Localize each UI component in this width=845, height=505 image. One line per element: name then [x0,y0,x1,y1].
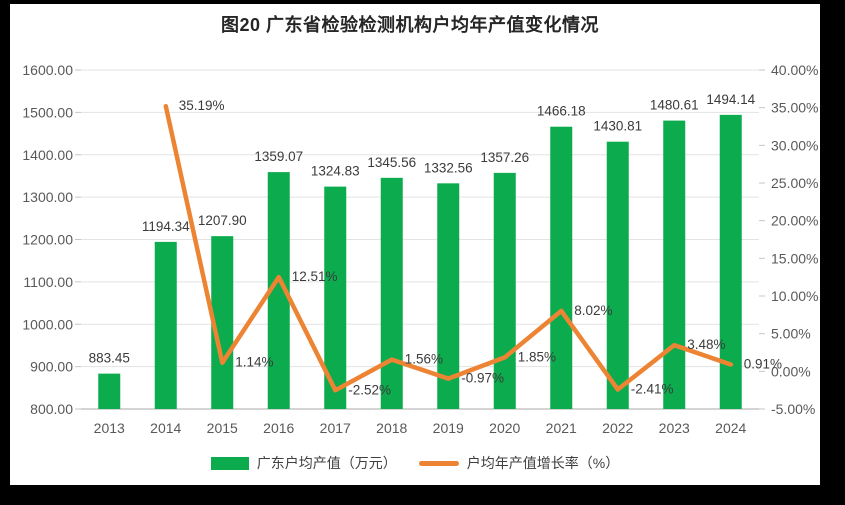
bar-2019 [437,183,460,409]
left-axis-tick-label: 1600.00 [22,62,73,78]
bar-value-label: 1332.56 [424,160,473,175]
right-axis-tick-label: 20.00% [771,213,818,229]
x-axis-tick-label: 2019 [433,420,464,436]
line-value-label: 1.14% [235,355,273,370]
x-axis-tick-label: 2013 [94,420,125,436]
right-axis-tick-label: 40.00% [771,62,818,78]
line-value-label: -2.41% [631,381,674,396]
line-swatch-icon [418,460,459,466]
bar-value-label: 1324.83 [311,164,360,179]
bar-2014 [154,241,177,409]
x-axis-tick-label: 2018 [376,420,407,436]
bar-2024 [719,114,742,409]
line-value-label: 3.48% [687,337,725,352]
line-value-label: 35.19% [179,98,225,113]
x-axis-tick-label: 2017 [320,420,351,436]
x-axis-tick-label: 2016 [263,420,294,436]
bar-value-label: 1194.34 [142,219,190,234]
bar-value-label: 1494.14 [706,92,755,107]
bar-2018 [380,177,403,409]
bar-2022 [606,141,629,409]
bar-2017 [324,186,347,409]
bar-2023 [663,120,686,409]
line-value-label: 0.91% [744,356,782,371]
line-value-label: 12.51% [292,269,338,284]
right-axis-tick-label: 0.00% [771,363,811,379]
x-axis-tick-label: 2022 [602,420,633,436]
right-axis-tick-label: -5.00% [771,401,815,417]
bar-value-label: 1207.90 [198,213,247,228]
left-axis-tick-label: 1400.00 [22,147,73,163]
right-axis-tick-label: 30.00% [771,137,818,153]
left-axis-tick-label: 1500.00 [22,104,73,120]
x-axis-tick-label: 2024 [715,420,746,436]
bar-2015 [211,236,234,409]
chart-title: 图20 广东省检验检测机构户均年产值变化情况 [220,15,600,35]
bar-value-label: 883.45 [89,351,130,366]
line-value-label: 1.56% [405,352,443,367]
bar-value-label: 1480.61 [650,98,699,113]
left-axis-tick-label: 800.00 [30,401,73,417]
left-axis-tick-label: 1100.00 [23,274,73,290]
bar-2021 [550,126,573,409]
x-axis-tick-label: 2014 [150,420,181,436]
left-axis-tick-label: 1000.00 [22,316,73,332]
bar-2020 [493,172,516,409]
left-axis-tick-label: 900.00 [30,359,73,375]
chart-panel: 图20 广东省检验检测机构户均年产值变化情况 800.00 900.00 1000.… [10,4,820,485]
line-value-label: 8.02% [574,303,612,318]
left-axis-tick-label: 1300.00 [22,189,73,205]
growth-line [163,103,734,393]
bar-value-label: 1430.81 [593,119,642,134]
bar-value-label: 1466.18 [537,104,586,119]
left-axis-tick-label: 1200.00 [22,232,73,248]
legend-line-label: 户均年产值增长率（%） [466,455,620,471]
bar-2016 [267,172,290,409]
x-axis-tick-label: 2015 [207,420,238,436]
right-axis-tick-label: 15.00% [771,250,818,266]
line-value-label: 1.85% [518,349,556,364]
right-axis-tick-label: 10.00% [771,288,818,304]
line-value-label: -2.52% [348,382,391,397]
x-axis-tick-label: 2021 [546,420,577,436]
right-axis-tick-label: 5.00% [771,326,811,342]
bar-swatch-icon [210,456,249,470]
bar-2013 [98,373,121,409]
bar-value-label: 1357.26 [480,150,529,165]
legend: 广东户均产值（万元） 户均年产值增长率（%） [10,453,820,473]
line-value-label: -0.97% [461,371,504,386]
x-axis-tick-label: 2023 [659,420,690,436]
bar-value-label: 1345.56 [367,155,416,170]
right-axis-tick-label: 25.00% [771,175,818,191]
chart-plot-area: 800.00 900.00 1000.00 1100.00 1200.00 1300.00… [22,62,818,436]
bar-value-label: 1359.07 [254,149,303,164]
legend-item-line-series: 户均年产值增长率（%） [418,453,620,473]
x-axis-tick-label: 2020 [489,420,520,436]
right-axis-tick-label: 35.00% [771,100,818,116]
legend-bar-label: 广东户均产值（万元） [256,455,397,471]
legend-item-bar-series: 广东户均产值（万元） [210,453,397,473]
